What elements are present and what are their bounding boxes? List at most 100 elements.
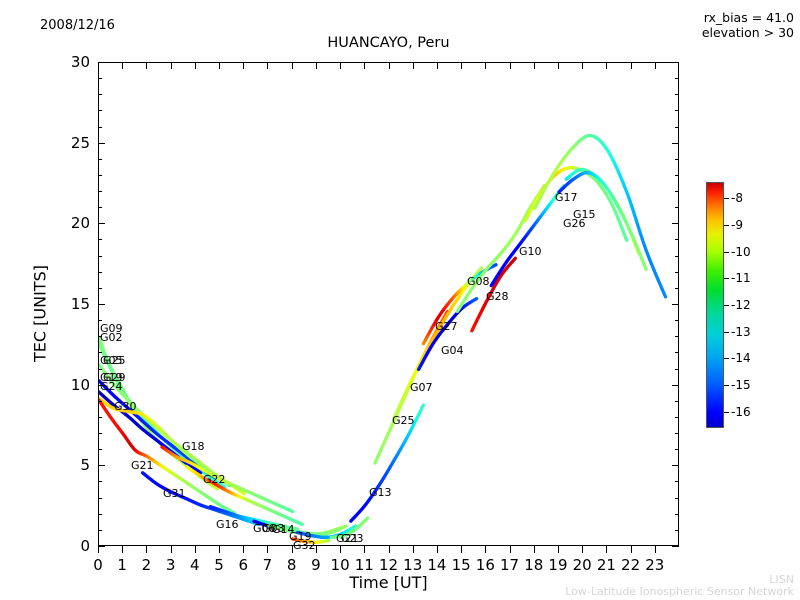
y-minor-tick [675, 368, 679, 370]
satellite-label: G14 [272, 523, 295, 536]
y-minor-tick [675, 287, 679, 289]
satellite-label: G02 [100, 331, 123, 344]
tec-trace-segment [663, 293, 668, 299]
y-minor-tick [675, 433, 679, 435]
x-tick-mark [388, 546, 390, 553]
y-minor-tick [98, 449, 102, 451]
y-minor-tick [675, 207, 679, 209]
colorbar-tick-label: -13 [731, 324, 751, 339]
satellite-label: G05 [100, 354, 123, 367]
satellite-label: G08 [467, 275, 490, 288]
y-minor-tick [675, 78, 679, 80]
y-minor-tick [675, 529, 679, 531]
satellite-label: G19 [100, 371, 123, 384]
satellite-label: G21 [336, 532, 359, 545]
y-minor-tick [98, 271, 102, 273]
y-minor-tick [675, 239, 679, 241]
satellite-label: G13 [369, 486, 392, 499]
colorbar-tick-mark [724, 305, 729, 306]
y-minor-tick [675, 320, 679, 322]
x-tick-label: 2 [141, 556, 152, 574]
satellite-label: G31 [163, 487, 186, 500]
satellite-label: G27 [435, 320, 458, 333]
y-minor-tick [675, 352, 679, 354]
colorbar-tick-label: -10 [731, 244, 751, 259]
colorbar-tick-label: -8 [731, 191, 743, 206]
y-minor-tick [675, 191, 679, 193]
x-tick-mark [170, 62, 172, 69]
x-tick-mark [436, 62, 438, 69]
x-tick-mark [388, 62, 390, 69]
x-tick-mark [364, 546, 366, 553]
x-tick-label: 10 [330, 556, 350, 574]
satellite-label: G06 [253, 522, 276, 535]
x-tick-mark [509, 546, 511, 553]
x-tick-mark [291, 62, 293, 69]
x-tick-mark [170, 546, 172, 553]
satellite-label: G17 [555, 191, 578, 204]
satellite-label: G03 [262, 522, 285, 535]
y-minor-tick [675, 336, 679, 338]
colorbar-tick-mark [724, 331, 729, 333]
x-tick-mark [606, 546, 608, 553]
colorbar-tick-label: -12 [731, 298, 751, 312]
tec-trace-segment [644, 266, 648, 272]
x-tick-mark [267, 546, 269, 553]
x-tick-label: 9 [311, 556, 321, 574]
satellite-label: G25 [103, 354, 126, 367]
x-tick-mark [557, 546, 559, 553]
y-minor-tick [98, 207, 102, 209]
x-tick-label: 22 [621, 556, 641, 574]
y-minor-tick [98, 352, 102, 354]
x-tick-label: 23 [645, 556, 665, 574]
x-tick-mark [461, 62, 463, 69]
x-tick-mark [267, 62, 269, 69]
colorbar-tick-mark [724, 385, 729, 387]
y-minor-tick [98, 368, 102, 370]
x-tick-mark [412, 62, 414, 69]
colorbar-tick-label: -9 [731, 217, 743, 232]
y-tick-mark [672, 384, 679, 386]
x-tick-mark [146, 546, 148, 553]
y-minor-tick [675, 449, 679, 451]
colorbar-tick-label: -16 [731, 404, 751, 419]
x-tick-mark [654, 62, 656, 69]
elevation-annotation: elevation > 30 [701, 25, 794, 40]
x-tick-mark [98, 546, 99, 553]
x-axis-title: Time [UT] [349, 573, 428, 592]
y-minor-tick [675, 110, 679, 112]
x-tick-mark [533, 62, 535, 69]
y-tick-mark [672, 223, 679, 225]
colorbar-gradient [707, 183, 723, 427]
y-axis-title: TEC [UNITS] [30, 265, 50, 362]
y-minor-tick [98, 416, 102, 418]
tec-trace-segment [624, 237, 629, 243]
y-minor-tick [98, 497, 102, 499]
x-tick-mark [630, 546, 632, 553]
x-tick-mark [243, 546, 245, 553]
y-tick-label: 25 [70, 133, 90, 152]
x-tick-mark [485, 62, 487, 69]
y-tick-mark [672, 546, 679, 547]
y-minor-tick [98, 255, 102, 257]
y-tick-mark [98, 304, 105, 305]
rx-bias-annotation: rx_bias = 41.0 [703, 10, 794, 25]
x-tick-label: 0 [93, 556, 103, 574]
satellite-label: G22 [203, 473, 226, 486]
x-tick-label: 20 [572, 556, 592, 574]
x-tick-mark [557, 62, 559, 69]
y-minor-tick [98, 126, 102, 128]
x-tick-label: 12 [378, 556, 399, 574]
x-tick-label: 3 [165, 556, 176, 574]
x-tick-mark [412, 546, 414, 553]
y-tick-label: 5 [80, 456, 90, 475]
x-tick-mark [219, 62, 221, 69]
y-minor-tick [98, 110, 102, 112]
x-tick-label: 19 [548, 556, 568, 574]
x-tick-mark [340, 546, 342, 553]
x-tick-label: 21 [596, 556, 616, 574]
satellite-label: G16 [216, 518, 239, 531]
x-tick-label: 17 [499, 556, 520, 574]
y-minor-tick [98, 513, 102, 515]
y-tick-mark [672, 304, 679, 305]
